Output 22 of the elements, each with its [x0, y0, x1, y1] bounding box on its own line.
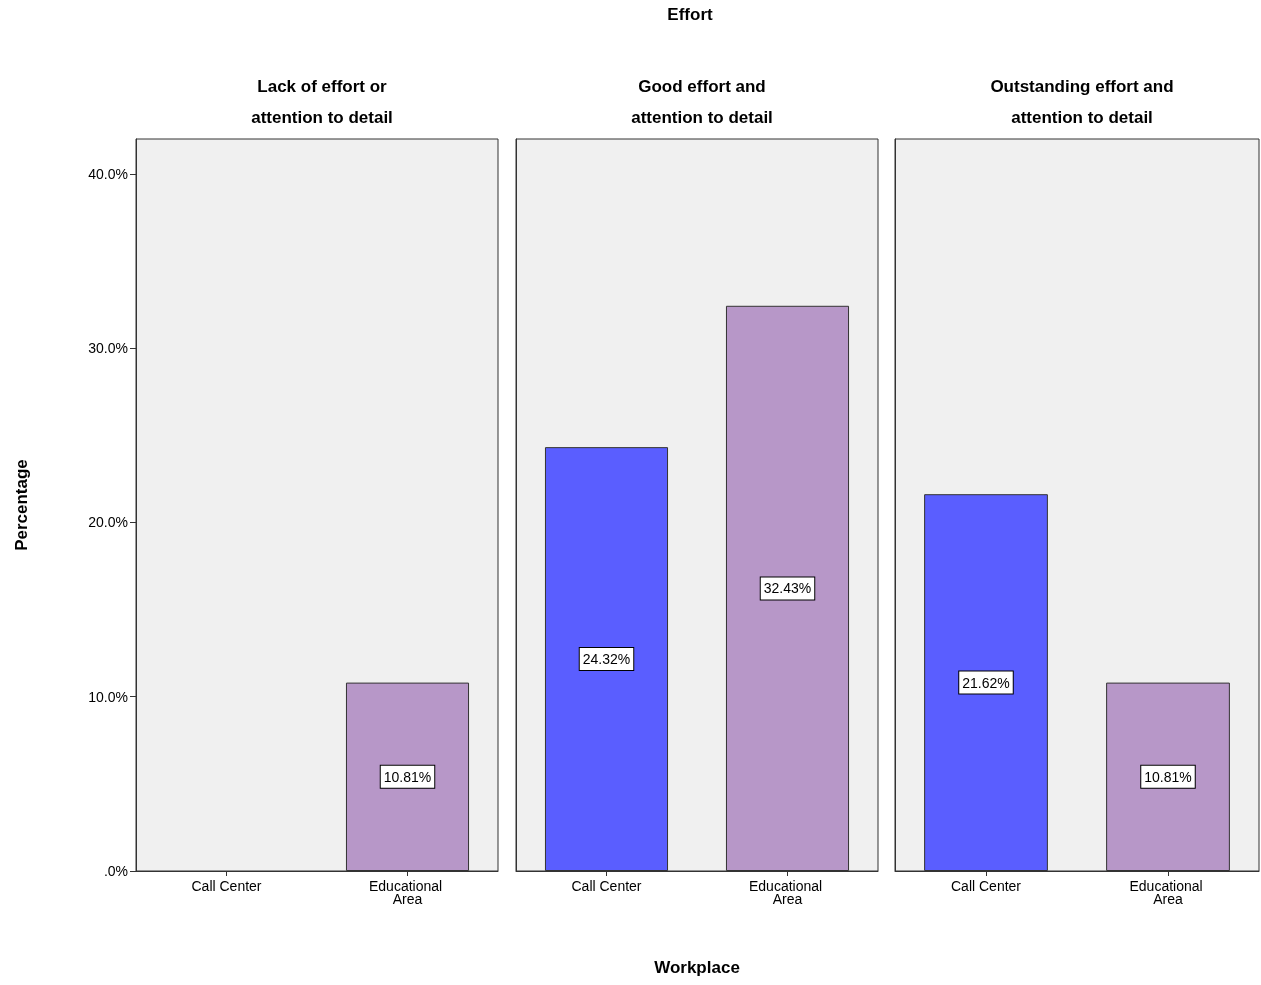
y-tick-label: 10.0% — [88, 688, 128, 705]
chart-title: Good effort and attention to detail — [631, 77, 773, 127]
x-tick-label: Call Center — [950, 877, 1022, 894]
y-tick-label: .0% — [103, 863, 128, 879]
chart-title: Outstanding effort and attention to detail — [990, 77, 1174, 127]
x-tick-label: Educational Area — [748, 877, 827, 907]
data-label: 10.81% — [1144, 768, 1192, 785]
y-tick-label: 20.0% — [88, 514, 128, 531]
data-label: 32.43% — [763, 580, 812, 597]
x-axis-title: Workplace — [654, 958, 740, 977]
data-label: 10.81% — [383, 768, 432, 785]
data-label: 21.62% — [962, 674, 1010, 691]
x-tick-label: Call Center — [571, 877, 642, 894]
x-tick-label: Educational Area — [368, 877, 447, 907]
chart-title: Lack of effort or attention to detail — [251, 77, 393, 127]
data-label: 24.32% — [582, 651, 631, 668]
y-tick-label: 40.0% — [88, 165, 128, 182]
y-axis-title: Percentage — [12, 459, 31, 551]
x-tick-label: Educational Area — [1129, 877, 1207, 907]
text: Effort — [667, 5, 713, 24]
x-tick-label: Call Center — [191, 877, 262, 894]
y-tick-label: 30.0% — [88, 340, 128, 357]
